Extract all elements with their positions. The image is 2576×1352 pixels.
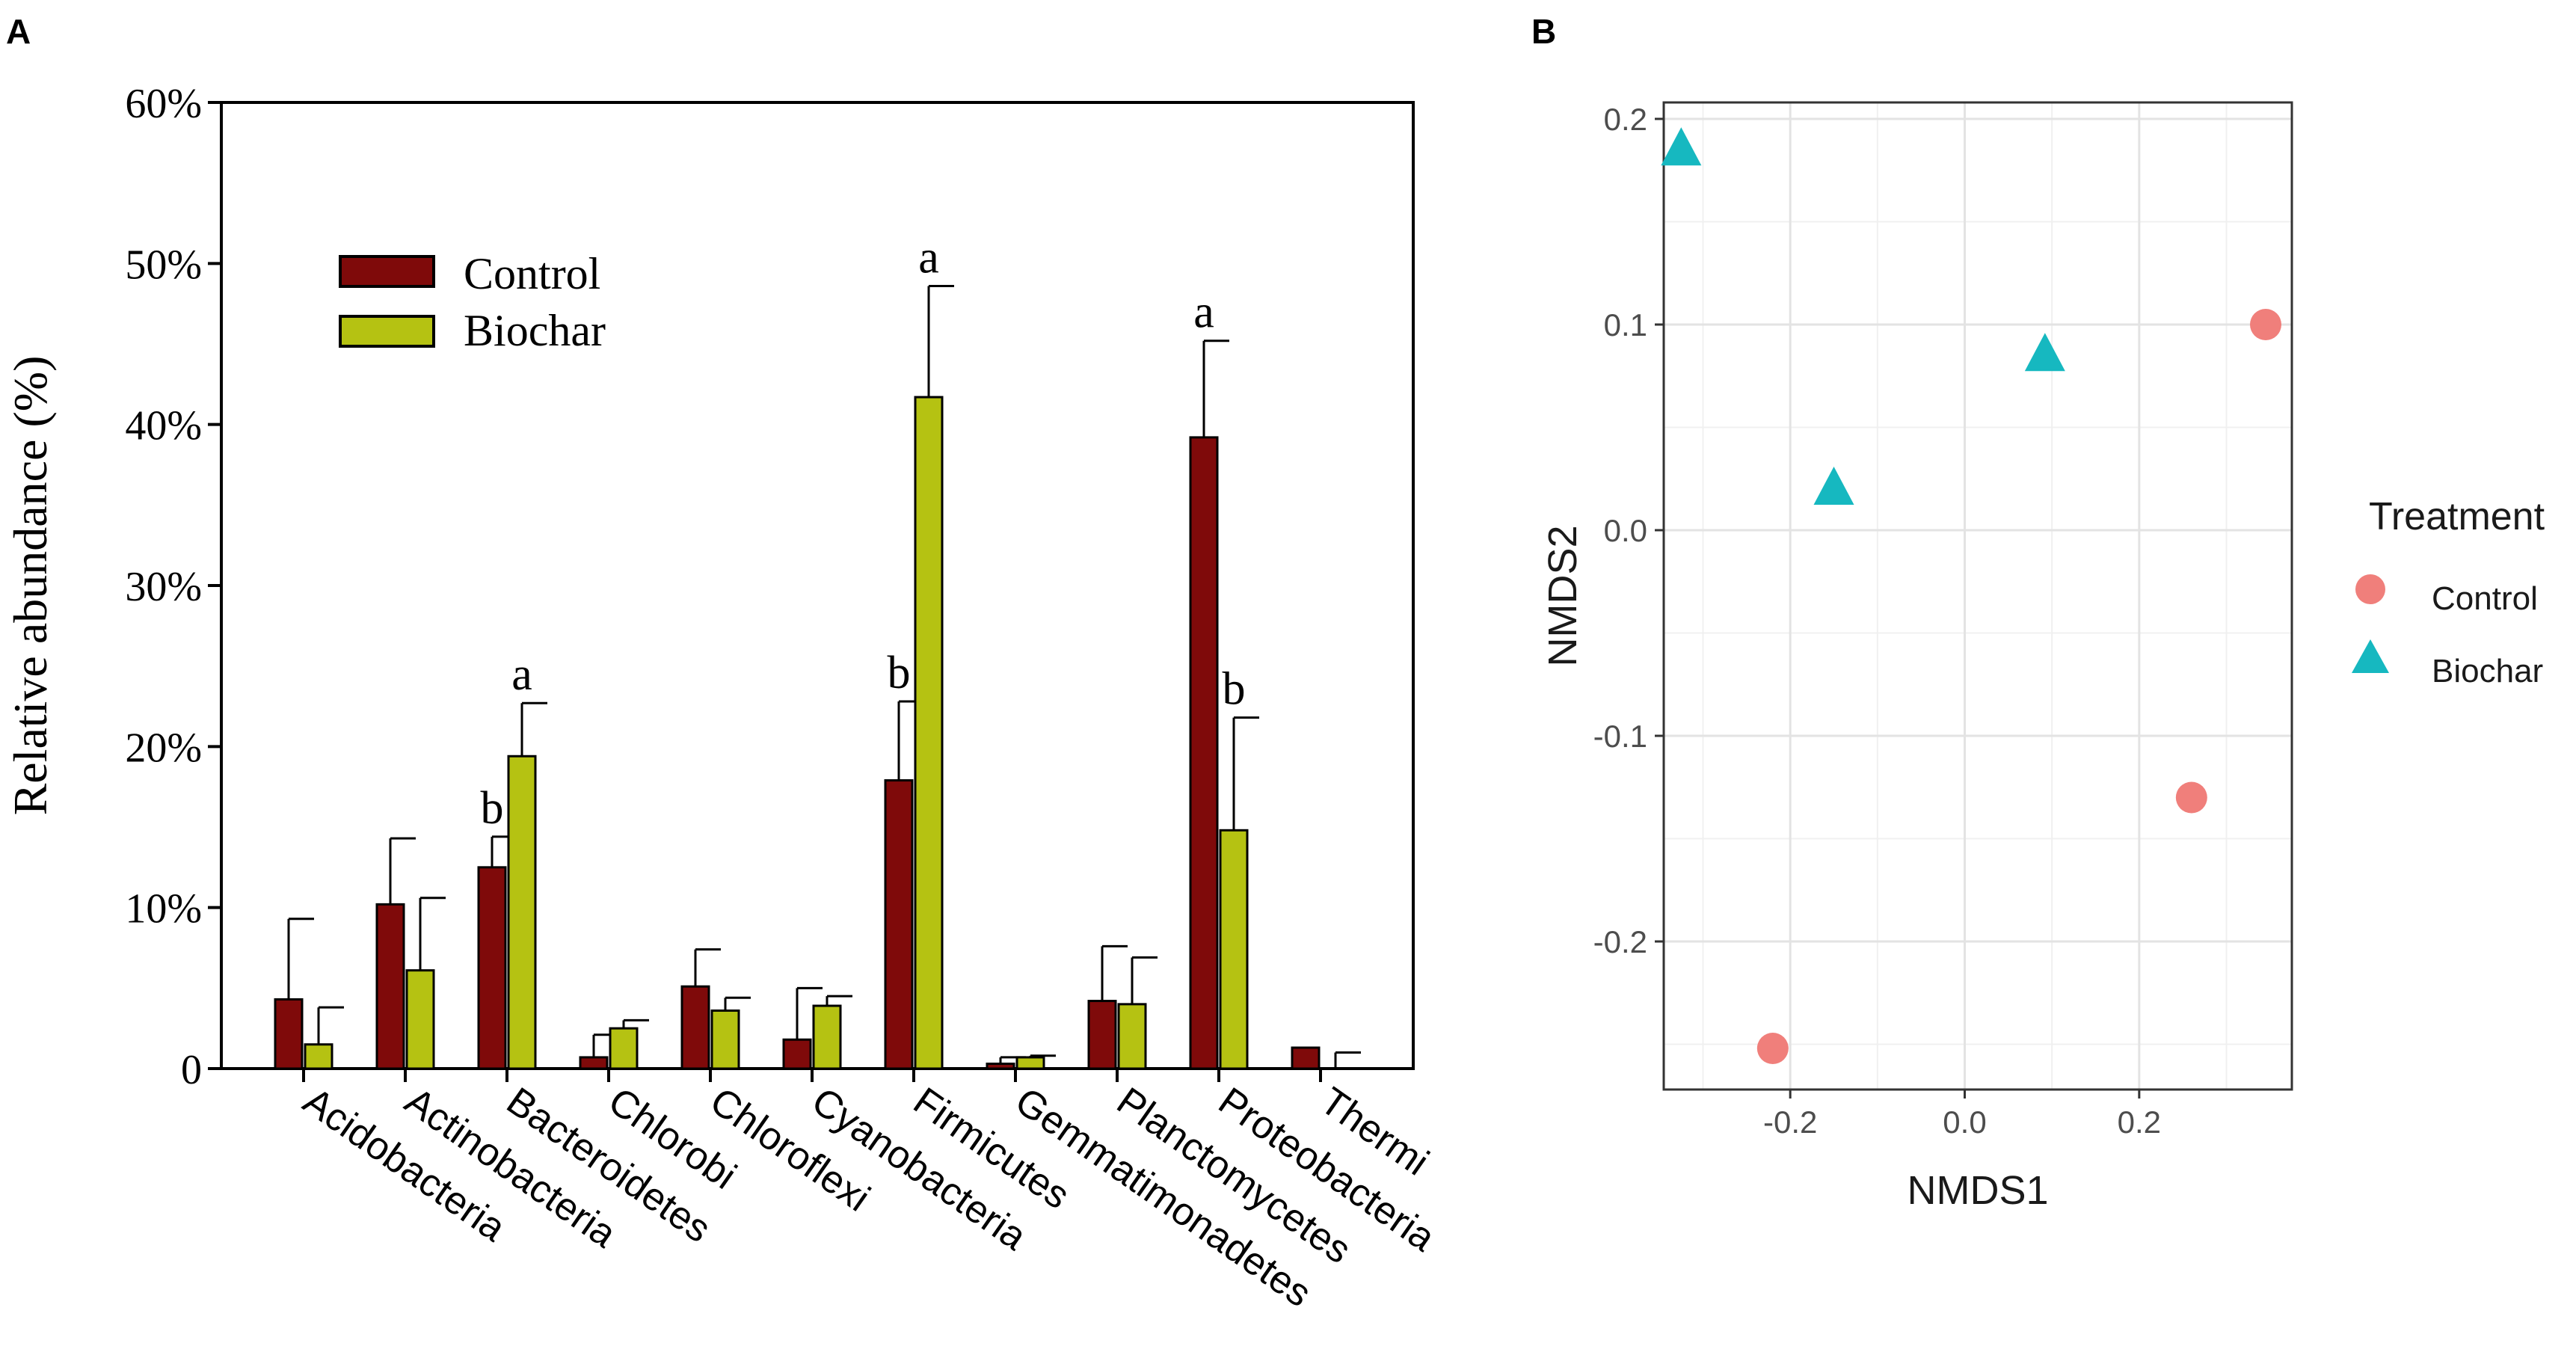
bar-biochar [1219,829,1249,1070]
y-tick-label: 40% [125,403,202,449]
legend-label-biochar: Biochar [464,306,606,355]
bar-control [782,1038,812,1070]
point-control [1756,1033,1789,1064]
y-tick-label: 0.0 [1604,513,1647,548]
legend-swatch-control [339,255,435,288]
bar-control [1087,1000,1117,1070]
y-tick-label: -0.1 [1593,719,1647,754]
legend-swatch-biochar [339,315,435,348]
bar-control [680,985,710,1070]
significance-label: b [888,648,911,698]
scatter-plot-frame [1662,101,2293,1091]
point-biochar [2024,333,2065,372]
bar-biochar [812,1004,842,1070]
y-tick-label: 20% [125,725,202,771]
bar-control [579,1056,609,1070]
significance-label: b [1223,664,1246,715]
bar-control [375,903,405,1070]
legend-label-biochar-nmds: Biochar [2432,653,2543,689]
y-tick-label: 30% [125,564,202,610]
panel-label-a: A [6,12,31,51]
bar-control [1291,1046,1321,1070]
y-tick-label: -0.2 [1593,924,1647,959]
point-control [2250,309,2281,340]
point-biochar [1813,467,1854,505]
bar-control [884,779,914,1070]
nmds-scatter-panel: -0.2 0.0 0.2-0.2-0.10.00.10.2 NMDS1 NMDS2 … [1540,101,2545,1213]
legend-title: Treatment [2369,495,2545,538]
y-tick-label: 50% [125,242,202,288]
y-axis-label-nmds: NMDS2 [1540,525,1585,666]
bar-biochar [914,396,944,1070]
y-tick-label: 60% [125,81,202,127]
bar-control [477,866,507,1070]
bar-biochar [1015,1056,1045,1070]
y-tick-label: 0.1 [1604,307,1647,342]
point-biochar [1661,127,1702,166]
bar-biochar [1117,1003,1147,1070]
significance-label: a [1193,287,1214,338]
significance-label: a [511,649,532,700]
bar-biochar [609,1027,639,1070]
bar-biochar [304,1043,333,1070]
y-tick-label: 0 [181,1047,202,1093]
x-tick-label: 0.2 [2118,1104,2161,1140]
bar-biochar [710,1009,740,1070]
point-control [2175,781,2207,814]
significance-label: b [481,783,504,834]
x-tick-label: -0.2 [1763,1104,1817,1140]
bar-control [986,1063,1015,1070]
legend-label-control: Control [464,249,600,298]
legend-swatch-control-circle [2355,574,2385,604]
bar-control [274,998,304,1070]
y-tick-label: 10% [125,886,202,932]
x-tick-label: 0.0 [1943,1104,1986,1140]
scatter-legend: Treatment Control Biochar [2352,495,2545,689]
bar-biochar [405,969,435,1070]
y-tick-label: 0.2 [1604,102,1647,137]
significance-label: a [918,232,939,283]
x-axis-label: NMDS1 [1907,1168,2048,1213]
legend-swatch-biochar-triangle [2352,639,2389,673]
y-axis-label: Relative abundance (%) [4,356,57,816]
bar-legend: Control Biochar [339,249,606,355]
bar-control [1189,436,1219,1070]
panel-label-b: B [1531,12,1556,51]
legend-label-control-nmds: Control [2432,580,2538,617]
bar-biochar [507,755,537,1070]
